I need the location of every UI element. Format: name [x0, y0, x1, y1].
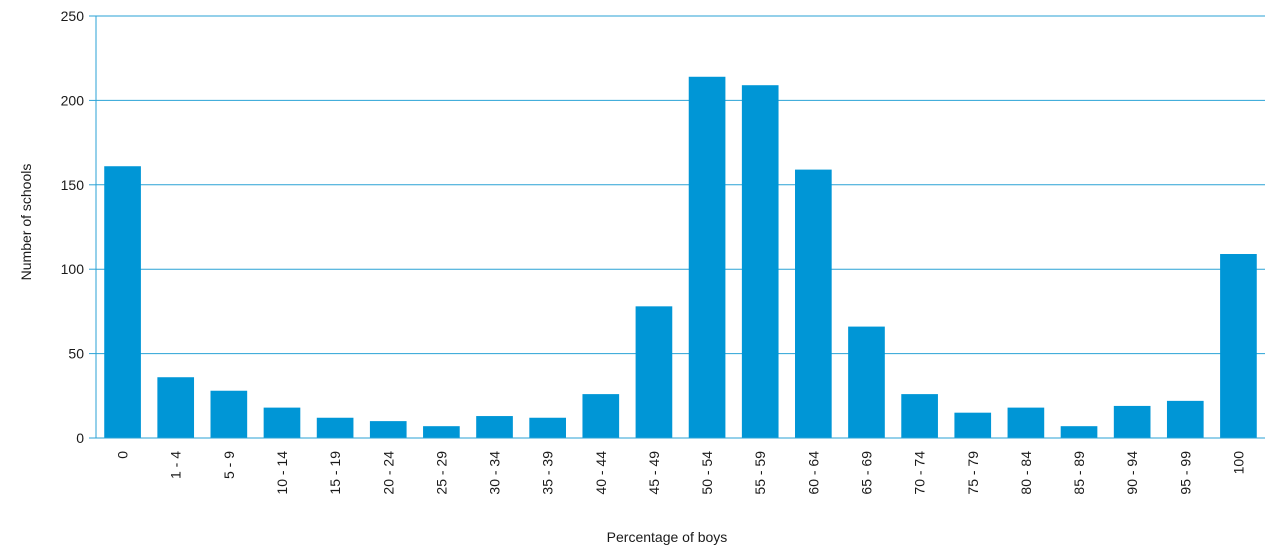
x-tick-label: 90 - 94 — [1124, 451, 1140, 495]
y-tick-label: 250 — [61, 8, 85, 24]
x-tick-label: 65 - 69 — [858, 451, 874, 495]
bar — [423, 426, 460, 438]
bar — [157, 377, 195, 438]
axes — [89, 15, 1265, 439]
x-tick-label: 70 - 74 — [912, 451, 928, 495]
y-tick-label: 50 — [68, 346, 84, 362]
x-tick-label: 85 - 89 — [1071, 451, 1087, 495]
x-tick-label: 40 - 44 — [593, 451, 609, 495]
bar — [1060, 426, 1098, 438]
bar — [1113, 405, 1151, 438]
bar — [1166, 400, 1204, 438]
bar — [263, 407, 301, 438]
x-tick-label: 35 - 39 — [540, 451, 556, 495]
x-tick-label: 10 - 14 — [274, 451, 290, 495]
bar — [1007, 407, 1045, 438]
bar — [210, 390, 248, 438]
x-tick-label: 55 - 59 — [752, 451, 768, 495]
x-tick-label: 0 — [115, 451, 131, 459]
bar — [369, 421, 407, 438]
bar — [476, 416, 513, 438]
bar — [582, 394, 620, 438]
y-axis-title: Number of schools — [18, 164, 34, 281]
y-tick-label: 100 — [61, 261, 85, 277]
bar — [954, 412, 992, 438]
bar — [1220, 254, 1257, 438]
x-tick-label: 75 - 79 — [965, 451, 981, 495]
y-tick-labels: 0 50 100 150 200 250 — [61, 8, 85, 446]
y-tick-label: 0 — [76, 430, 84, 446]
x-tick-label: 30 - 34 — [487, 451, 503, 495]
x-tick-label: 1 - 4 — [168, 451, 184, 479]
bar — [104, 166, 141, 438]
x-tick-label: 5 - 9 — [221, 451, 237, 479]
x-tick-label: 25 - 29 — [433, 451, 449, 495]
x-tick-label: 20 - 24 — [380, 451, 396, 495]
x-tick-label: 80 - 84 — [1018, 451, 1034, 495]
bar — [848, 326, 885, 438]
bar — [688, 76, 726, 438]
bar — [635, 306, 673, 438]
bar — [795, 169, 832, 438]
x-tick-label: 100 — [1230, 451, 1246, 475]
x-axis-title: Percentage of boys — [607, 529, 728, 545]
bars — [104, 76, 1257, 438]
bar — [741, 85, 779, 438]
x-tick-label: 60 - 64 — [805, 451, 821, 495]
x-tick-label: 95 - 99 — [1177, 451, 1193, 495]
bar — [901, 394, 938, 438]
y-tick-label: 200 — [61, 92, 85, 108]
gridlines — [96, 15, 1265, 355]
x-tick-labels: 0 1 - 4 5 - 9 10 - 14 15 - 19 20 - 24 25 - 29 3… — [115, 451, 1247, 495]
x-tick-label: 15 - 19 — [327, 451, 343, 495]
bar — [529, 417, 566, 438]
bar — [316, 417, 354, 438]
x-tick-label: 45 - 49 — [646, 451, 662, 495]
x-tick-label: 50 - 54 — [699, 451, 715, 495]
y-tick-label: 150 — [61, 177, 85, 193]
